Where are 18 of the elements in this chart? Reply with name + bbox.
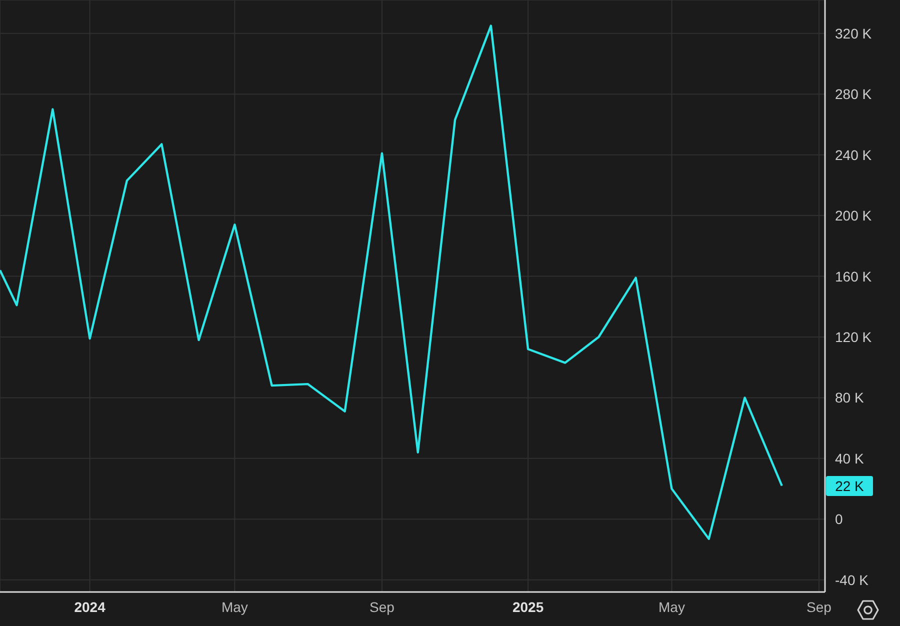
x-tick-label: 2025 (512, 599, 544, 615)
x-tick-label: Sep (806, 599, 832, 615)
text: 22 K (826, 476, 873, 496)
y-tick-label: 200 K (835, 208, 872, 224)
x-tick-label: May (221, 599, 248, 615)
x-tick-label: 2024 (74, 599, 106, 615)
line-series (0, 24, 783, 540)
y-tick-label: -40 K (835, 572, 870, 588)
y-tick-label: 280 K (835, 86, 872, 102)
y-tick-label: 40 K (835, 450, 864, 466)
x-tick-label: May (658, 599, 685, 615)
y-tick-label: 160 K (835, 268, 872, 284)
y-tick-label: 80 K (835, 390, 864, 406)
y-tick-label: 320 K (835, 25, 872, 42)
y-tick-label: 240 K (835, 146, 872, 163)
y-tick-label: 0 (835, 511, 843, 528)
x-tick-label: Sep (370, 599, 395, 615)
y-tick-label: 120 K (835, 328, 872, 345)
